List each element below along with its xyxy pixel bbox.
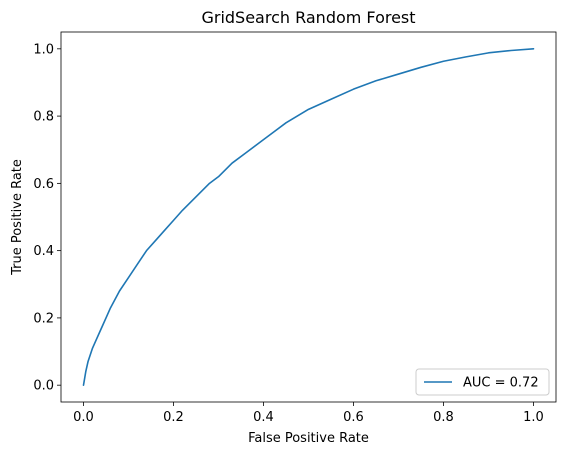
y-tick-label: 0.8	[33, 110, 54, 125]
y-axis-ticks: 0.0 0.2 0.4 0.6 0.8 1.0	[33, 42, 61, 394]
y-axis-label: True Positive Rate	[10, 159, 25, 276]
y-tick-label: 0.6	[33, 177, 54, 192]
x-tick-label: 0.8	[433, 410, 454, 425]
legend-entry-label: AUC = 0.72	[463, 376, 539, 391]
y-tick-label: 1.0	[33, 42, 54, 57]
x-tick-label: 0.2	[163, 410, 184, 425]
legend-box	[415, 368, 550, 396]
y-tick-label: 0.2	[33, 311, 54, 326]
x-tick-label: 0.6	[343, 410, 364, 425]
roc-curve-line	[82, 48, 535, 386]
x-tick-label: 0.0	[73, 410, 94, 425]
plot-frame	[60, 31, 557, 403]
chart-title: GridSearch Random Forest	[201, 8, 415, 27]
x-axis-label: False Positive Rate	[248, 431, 369, 446]
x-tick-label: 0.4	[253, 410, 274, 425]
x-tick-label: 1.0	[523, 410, 544, 425]
y-tick-label: 0.4	[33, 244, 54, 259]
x-axis-ticks: 0.0 0.2 0.4 0.6 0.8 1.0	[73, 402, 544, 425]
legend: AUC = 0.72	[415, 368, 550, 396]
y-tick-label: 0.0	[33, 379, 54, 394]
